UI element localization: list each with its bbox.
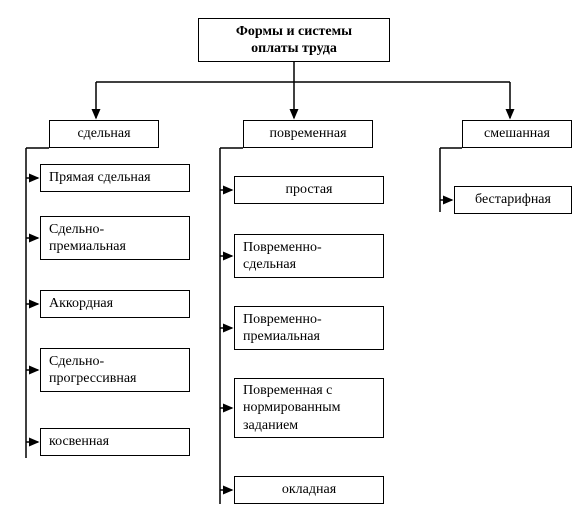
root-node: Формы и системы оплаты труда <box>198 18 390 62</box>
root-title-line1: Формы и системы <box>236 24 352 39</box>
branch-header-mixed-label: смешанная <box>484 125 550 143</box>
branch-header-mixed: смешанная <box>462 120 572 148</box>
branch-header-piecework-label: сдельная <box>77 125 130 143</box>
root-title-line2: оплаты труда <box>251 41 337 56</box>
timebased-item-2-label: Повременно-премиальная <box>243 311 322 346</box>
piecework-item-4: косвенная <box>40 428 190 456</box>
timebased-item-0-label: простая <box>286 181 333 199</box>
timebased-item-1: Повременно-сдельная <box>234 234 384 278</box>
timebased-item-0: простая <box>234 176 384 204</box>
piecework-item-0-label: Прямая сдельная <box>49 169 151 187</box>
piecework-item-4-label: косвенная <box>49 433 109 451</box>
diagram-canvas: Формы и системы оплаты труда сдельная по… <box>0 0 588 530</box>
piecework-item-3: Сдельно-прогрессивная <box>40 348 190 392</box>
timebased-item-4: окладная <box>234 476 384 504</box>
timebased-item-3-label: Повременная снормированнымзаданием <box>243 382 341 435</box>
branch-header-timebased: повременная <box>243 120 373 148</box>
mixed-item-0-label: бестарифная <box>475 191 551 209</box>
branch-header-piecework: сдельная <box>49 120 159 148</box>
timebased-item-1-label: Повременно-сдельная <box>243 239 322 274</box>
timebased-item-2: Повременно-премиальная <box>234 306 384 350</box>
piecework-item-1-label: Сдельно-премиальная <box>49 221 126 256</box>
branch-header-timebased-label: повременная <box>269 125 346 143</box>
piecework-item-2-label: Аккордная <box>49 295 113 313</box>
piecework-item-1: Сдельно-премиальная <box>40 216 190 260</box>
piecework-item-3-label: Сдельно-прогрессивная <box>49 353 136 388</box>
piecework-item-0: Прямая сдельная <box>40 164 190 192</box>
timebased-item-3: Повременная снормированнымзаданием <box>234 378 384 438</box>
piecework-item-2: Аккордная <box>40 290 190 318</box>
timebased-item-4-label: окладная <box>282 481 336 499</box>
mixed-item-0: бестарифная <box>454 186 572 214</box>
